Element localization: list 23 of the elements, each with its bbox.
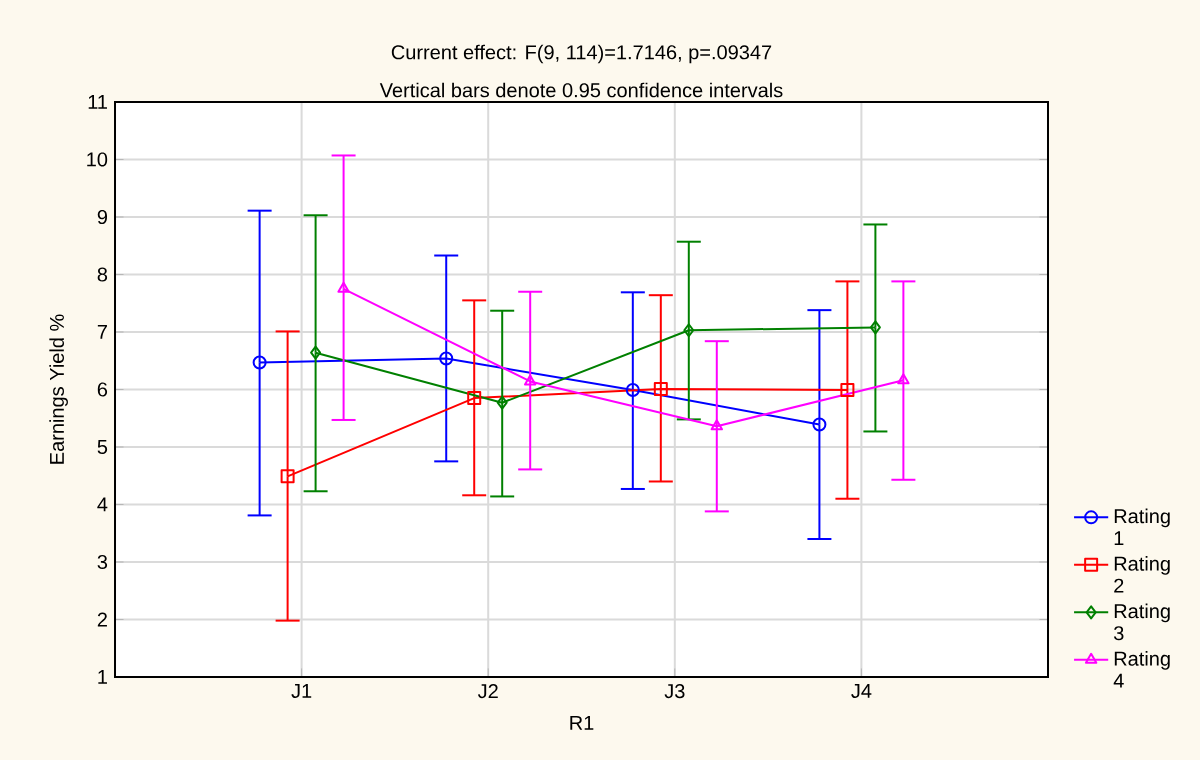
y-tick-label: 10: [87, 152, 108, 167]
y-tick-label: 8: [97, 267, 108, 282]
y-tick-label: 9: [97, 209, 108, 225]
x-tick-label: J2: [477, 684, 498, 699]
chart-title: Current effect: F(9, 114)=1.7146, p=.09347: [391, 44, 772, 64]
y-tick-label: 7: [97, 325, 107, 339]
y-tick-label: 1: [98, 670, 107, 684]
y-axis-title: Earnings Yield %: [49, 314, 68, 464]
y-tick-label: 11: [88, 95, 107, 109]
y-tick-label: 3: [97, 554, 108, 570]
legend-label: Rating 3: [1113, 603, 1170, 641]
x-axis-title: R1: [570, 715, 594, 730]
y-tick-label: 5: [97, 440, 108, 454]
x-tick-label: J3: [664, 684, 685, 699]
y-tick-label: 4: [97, 497, 108, 512]
chart-subtitle: Vertical bars denote 0.95 confidence intervals: [379, 82, 783, 98]
y-tick-label: 2: [97, 612, 107, 627]
x-tick-label: J1: [291, 684, 312, 698]
legend-label: Rating 4: [1113, 651, 1170, 688]
x-tick-label: J4: [851, 684, 872, 698]
legend-label: Rating 2: [1114, 556, 1170, 593]
y-tick-label: 6: [97, 382, 108, 397]
legend-label: Rating 1: [1114, 508, 1170, 546]
